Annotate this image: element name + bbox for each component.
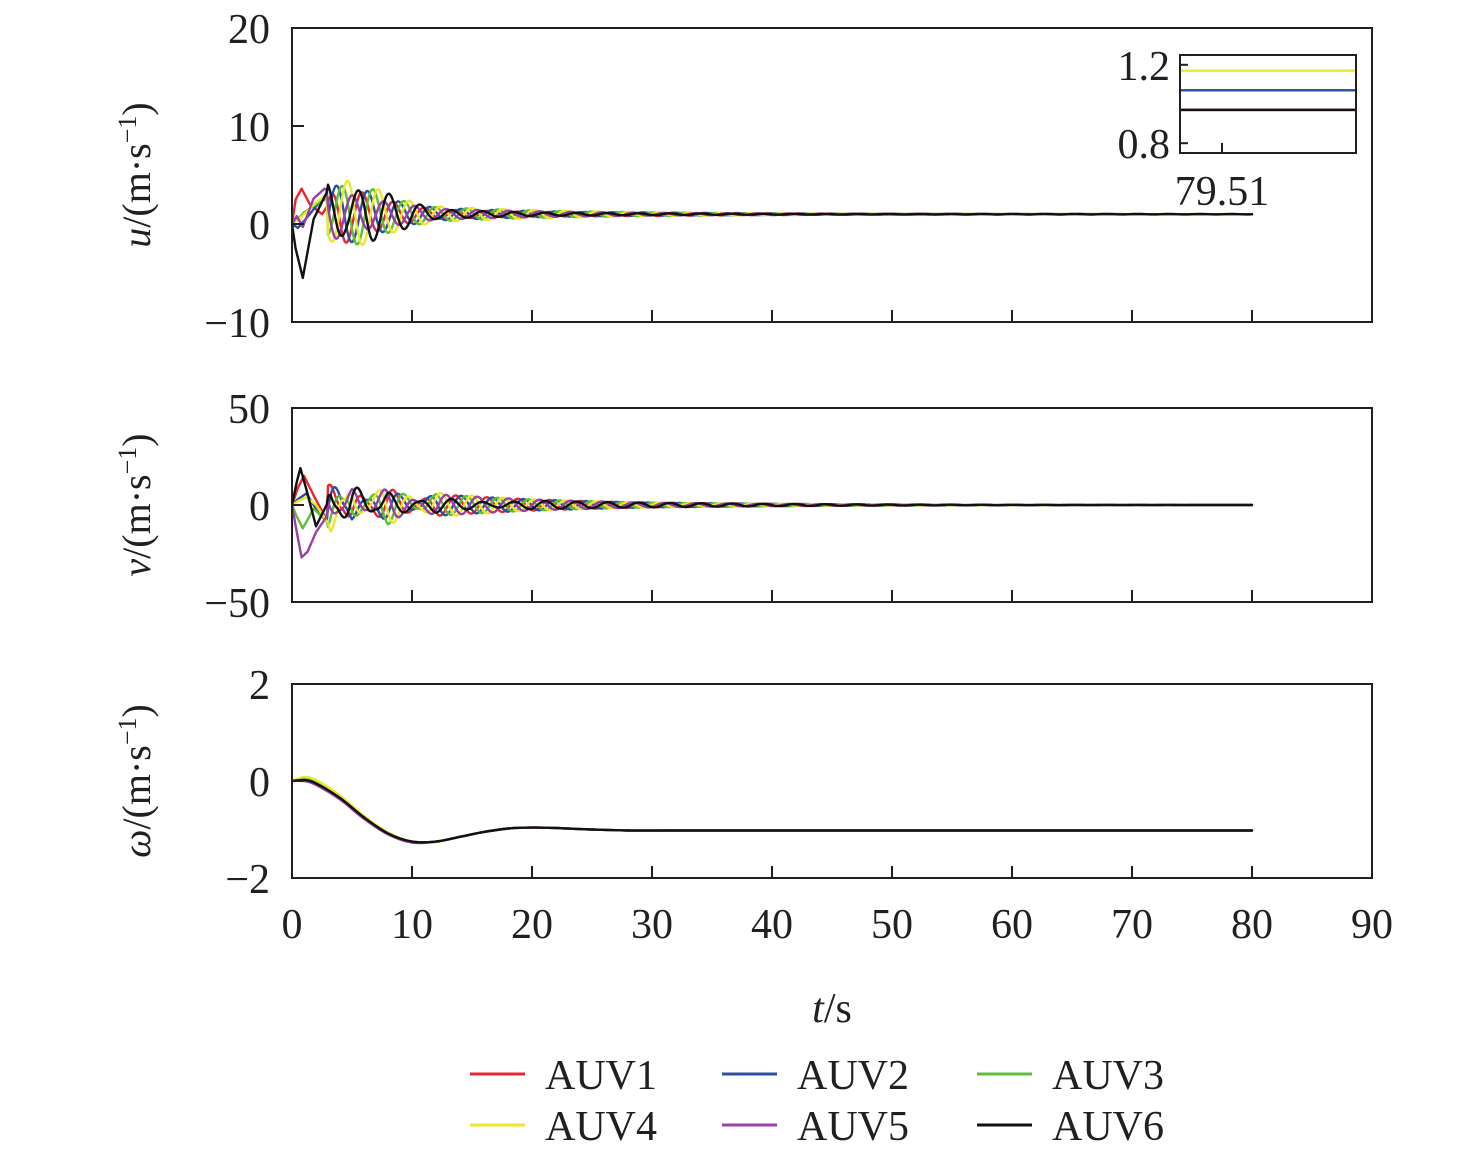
y-axis-label-close: ) — [114, 704, 159, 717]
panel-v: 50 0 −50 v/(m·s−1) — [113, 387, 1373, 627]
inset-y-tick-label: 0.8 — [1118, 122, 1171, 168]
y-tick-label: 0 — [249, 760, 270, 806]
chart-panels: 20100−10u/(m·s−1)1.20.879.51500−50v/(m·s… — [113, 7, 1373, 903]
series-omega-AUV5 — [292, 779, 1254, 845]
legend-label: AUV1 — [545, 1053, 657, 1099]
x-axis-label-unit: /s — [824, 986, 852, 1032]
series-omega-AUV1 — [292, 778, 1254, 844]
panel-u: 20 10 0 −10 u/(m·s−1) 1.2 0.879.51 — [113, 7, 1373, 347]
x-axis-label-var: t — [812, 986, 825, 1032]
series-omega-AUV2 — [292, 778, 1254, 844]
panel-series — [292, 775, 1254, 845]
legend-label: AUV5 — [797, 1104, 909, 1150]
series-v-AUV6 — [292, 466, 1254, 528]
series-omega-AUV3 — [292, 777, 1254, 844]
y-axis-label-sup: −1 — [113, 717, 142, 745]
y-axis-label-var: u — [114, 228, 159, 248]
inset-frame — [1179, 54, 1357, 154]
x-tick-label: 10 — [391, 902, 433, 948]
y-axis-label-sup: −1 — [113, 447, 142, 475]
x-tick-label: 80 — [1231, 902, 1273, 948]
panel-series — [292, 466, 1254, 559]
legend-item-AUV6: AUV6 — [977, 1104, 1164, 1150]
y-tick-label: 10 — [228, 105, 270, 151]
y-tick-label: 50 — [228, 387, 270, 433]
x-tick-label: 50 — [871, 902, 913, 948]
legend-label: AUV6 — [1052, 1104, 1164, 1150]
inset-y-tick-label: 1.2 — [1118, 44, 1171, 90]
y-tick-label: −50 — [204, 581, 270, 627]
legend-item-AUV4: AUV4 — [470, 1104, 657, 1150]
legend-item-AUV3: AUV3 — [977, 1053, 1164, 1099]
series-omega-AUV4 — [292, 775, 1254, 845]
x-axis: 0 10 20 30 40 50 60 70 80 90 t/s — [282, 902, 1394, 1032]
x-tick-label: 0 — [282, 902, 303, 948]
panel-series — [292, 179, 1254, 280]
y-tick-label: 0 — [249, 203, 270, 249]
y-tick-label: 2 — [249, 663, 270, 709]
y-axis-label-unit: /(m·s — [114, 474, 159, 558]
y-axis-label-close: ) — [114, 433, 159, 446]
panel-frame — [291, 683, 1373, 879]
y-axis-label: v/(m·s−1) — [113, 433, 159, 576]
y-axis-label-unit: /(m·s — [114, 745, 159, 829]
y-axis-label-unit: /(m·s — [114, 143, 159, 227]
y-axis-label-close: ) — [114, 102, 159, 115]
y-axis-label-var: v — [114, 559, 159, 577]
legend-item-AUV2: AUV2 — [722, 1053, 909, 1099]
panel-frame — [291, 27, 1373, 323]
x-tick-label: 60 — [991, 902, 1033, 948]
legend-item-AUV5: AUV5 — [722, 1104, 909, 1150]
series-u-AUV6 — [292, 183, 1254, 280]
y-axis-label-var: ω — [114, 830, 159, 858]
y-axis-label: ω/(m·s−1) — [113, 704, 159, 858]
chart-legend: AUV1 AUV2 AUV3 AUV4 AUV5 AUV6 — [470, 1053, 1164, 1150]
series-omega-AUV6 — [292, 778, 1254, 844]
x-axis-label: t/s — [812, 986, 852, 1032]
inset-x-tick-label: 79.51 — [1175, 169, 1270, 215]
legend-label: AUV2 — [797, 1053, 909, 1099]
y-axis-label: u/(m·s−1) — [113, 102, 159, 247]
panel-omega: 2 0 −2 ω/(m·s−1) — [113, 663, 1373, 903]
x-tick-label: 90 — [1351, 902, 1393, 948]
y-tick-label: −2 — [225, 857, 270, 903]
x-tick-label: 30 — [631, 902, 673, 948]
y-tick-label: 0 — [249, 484, 270, 530]
y-tick-label: 20 — [228, 7, 270, 53]
inset-zoom: 1.2 0.879.51 — [1118, 44, 1357, 215]
legend-label: AUV4 — [545, 1104, 657, 1150]
legend-item-AUV1: AUV1 — [470, 1053, 657, 1099]
x-tick-label: 70 — [1111, 902, 1153, 948]
legend-label: AUV3 — [1052, 1053, 1164, 1099]
y-tick-label: −10 — [204, 301, 270, 347]
x-tick-label: 40 — [751, 902, 793, 948]
x-tick-label: 20 — [511, 902, 553, 948]
y-axis-label-sup: −1 — [113, 116, 142, 144]
